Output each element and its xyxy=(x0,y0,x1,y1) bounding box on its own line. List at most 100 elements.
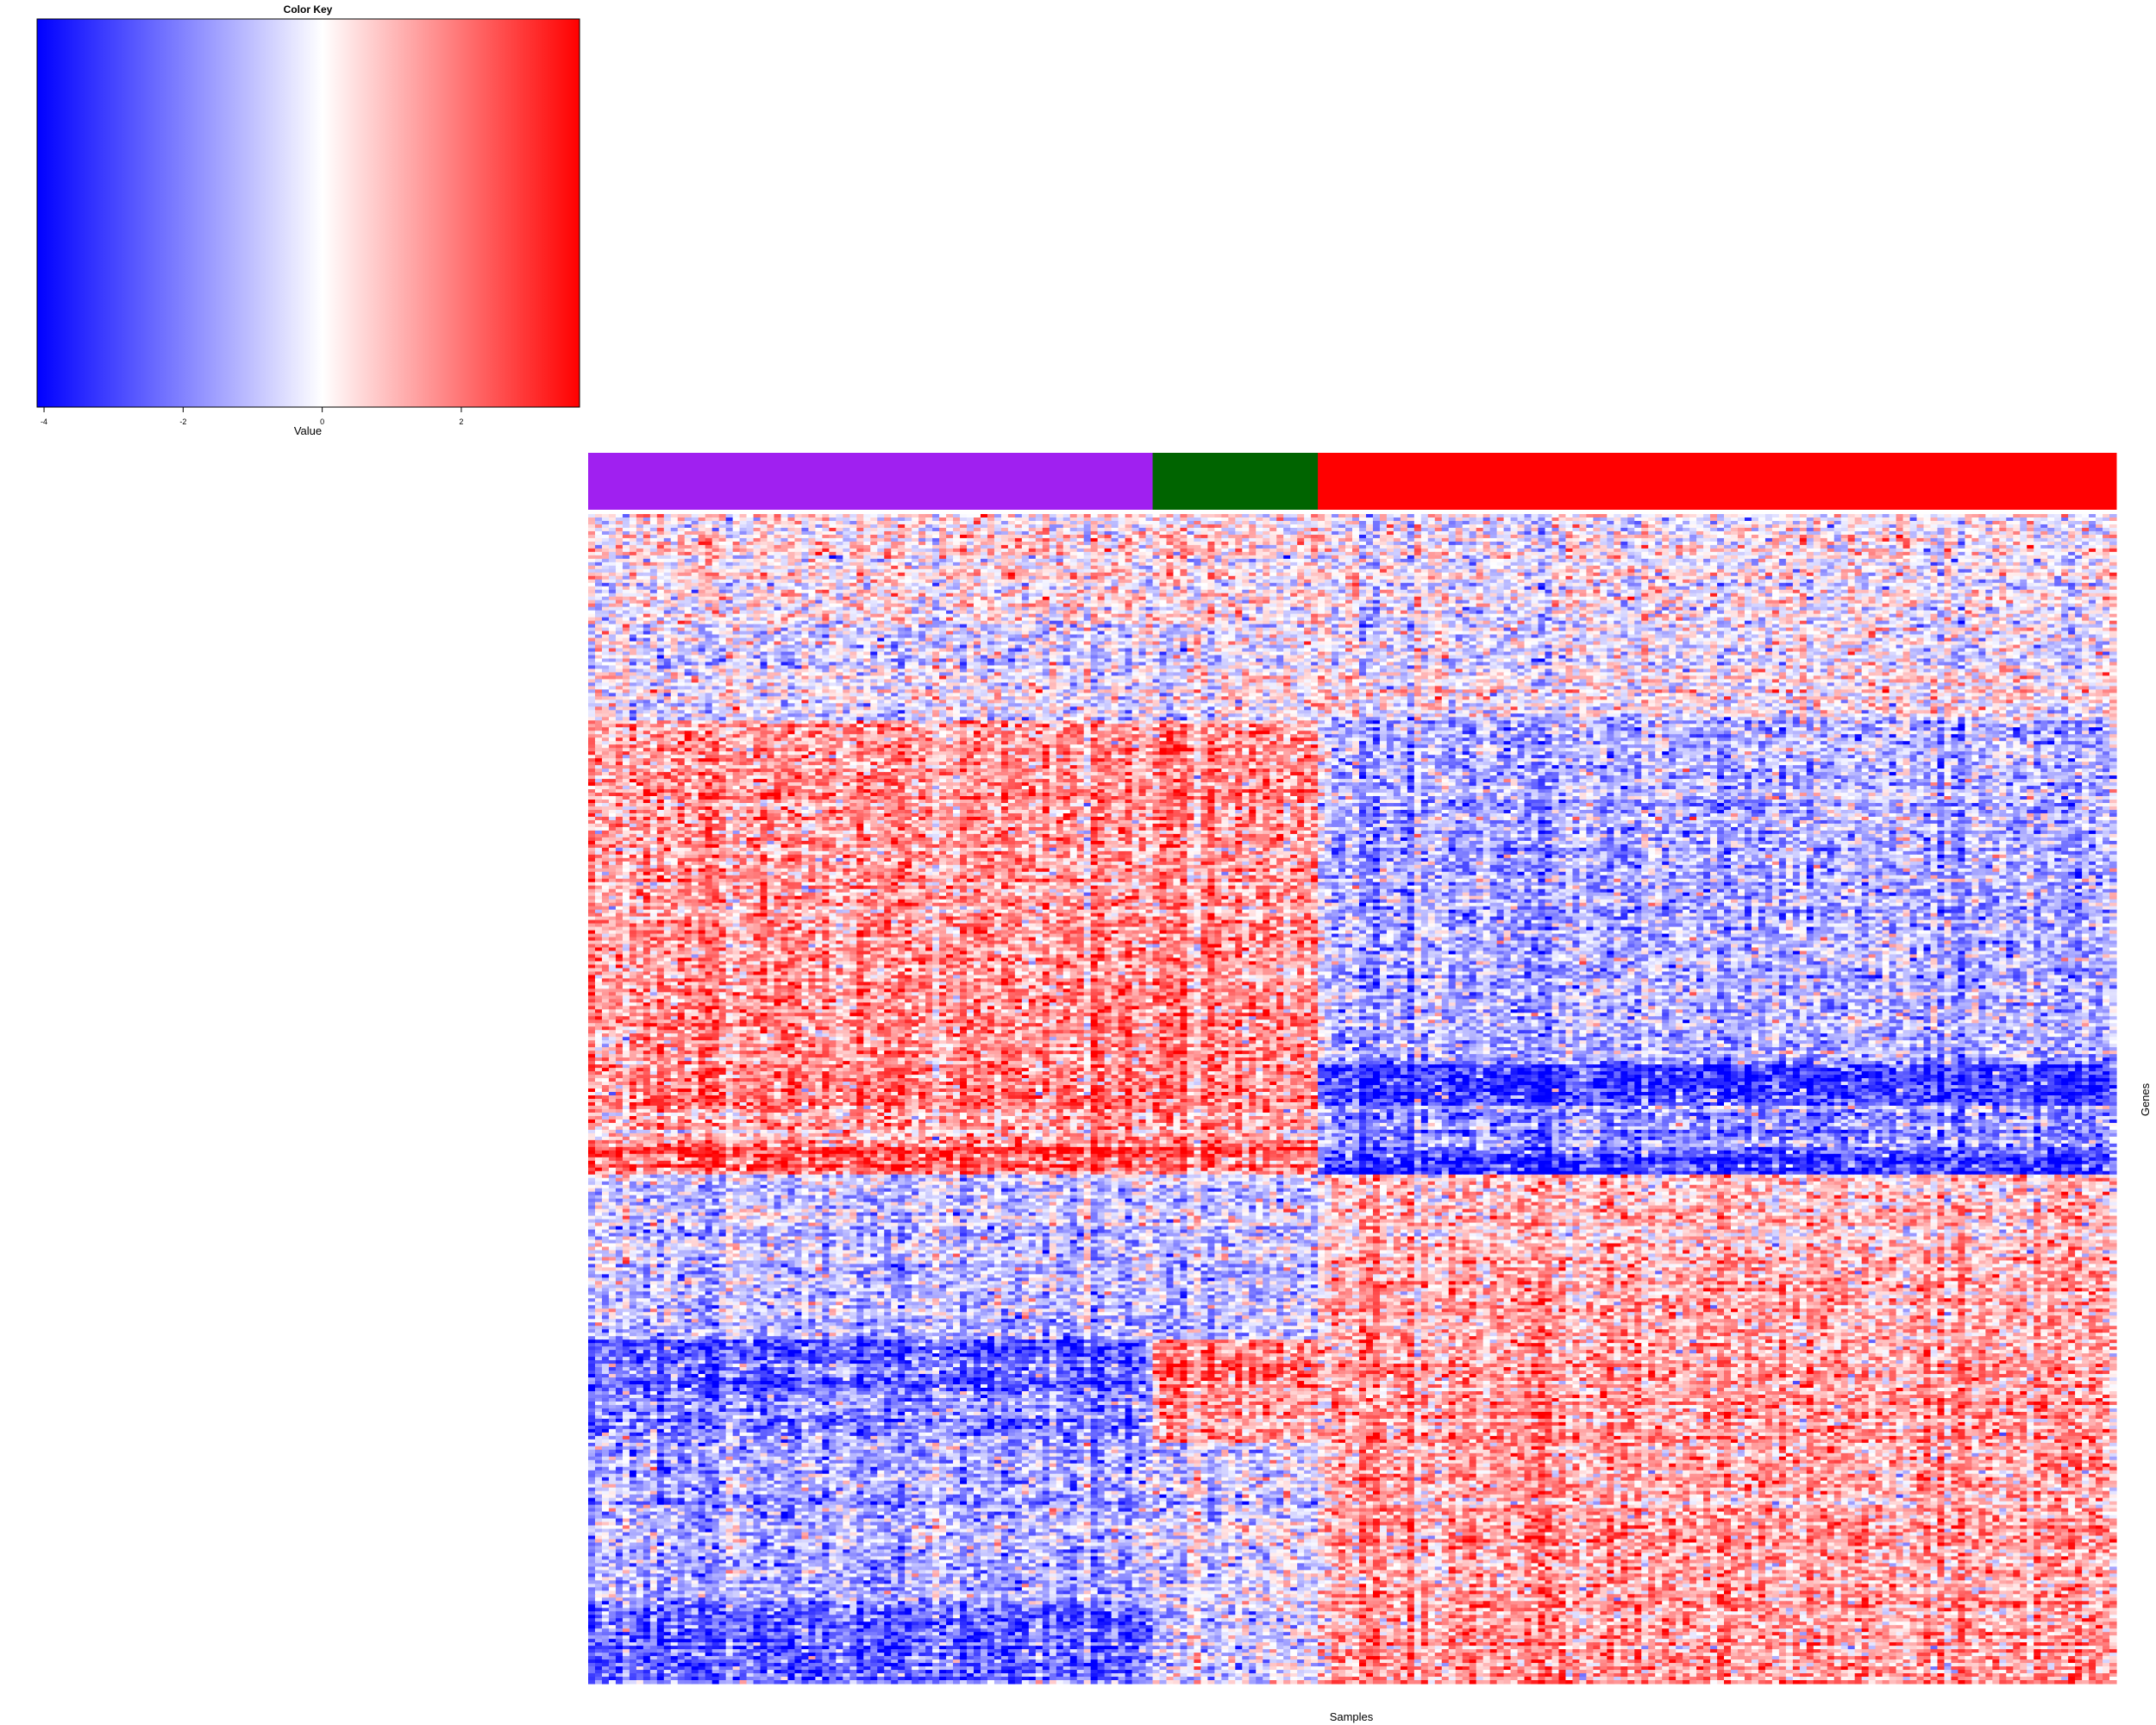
heatmap-cell xyxy=(843,518,850,522)
heatmap-cell xyxy=(1903,531,1911,536)
heatmap-cell xyxy=(678,514,686,518)
heatmap-cell xyxy=(1366,514,1374,518)
heatmap-cell xyxy=(918,531,926,536)
heatmap-cell xyxy=(2109,531,2117,536)
heatmap-cell xyxy=(1669,528,1677,532)
heatmap-cell xyxy=(1146,531,1154,536)
heatmap-cell xyxy=(877,531,885,536)
heatmap-cell xyxy=(1070,524,1078,529)
heatmap-cell xyxy=(932,514,940,518)
heatmap-cell xyxy=(1297,514,1305,518)
heatmap-cell xyxy=(1497,524,1505,529)
heatmap-cell xyxy=(1428,528,1436,532)
heatmap-cell xyxy=(1627,514,1635,518)
heatmap-cell xyxy=(1263,531,1270,536)
heatmap-cell xyxy=(2096,531,2103,536)
heatmap-cell xyxy=(1414,514,1422,518)
heatmap-cell xyxy=(740,528,748,532)
heatmap-cell xyxy=(754,514,761,518)
heatmap-cell xyxy=(1008,531,1016,536)
heatmap-cell xyxy=(939,524,947,529)
heatmap-cell xyxy=(1297,524,1305,529)
heatmap-cell xyxy=(1965,514,1972,518)
heatmap-cell xyxy=(967,528,975,532)
heatmap-cell xyxy=(774,514,782,518)
heatmap-cell xyxy=(1689,524,1697,529)
heatmap-cell xyxy=(1593,531,1601,536)
heatmap-cell xyxy=(1290,531,1298,536)
heatmap-cell xyxy=(1848,524,1856,529)
heatmap-cell xyxy=(1112,524,1119,529)
heatmap-cell xyxy=(1311,518,1319,522)
heatmap-cell xyxy=(1992,531,2000,536)
heatmap-cell xyxy=(898,528,906,532)
heatmap-cell xyxy=(1001,528,1009,532)
heatmap-cell xyxy=(1696,514,1704,518)
heatmap-cell xyxy=(932,518,940,522)
heatmap-cell xyxy=(768,518,775,522)
heatmap-cell xyxy=(1173,535,1181,539)
heatmap-cell xyxy=(630,531,637,536)
heatmap-cell xyxy=(692,531,699,536)
heatmap-cell xyxy=(1539,531,1546,536)
heatmap-cell xyxy=(623,524,630,529)
heatmap-cell xyxy=(616,521,624,525)
heatmap-cell xyxy=(1539,518,1546,522)
heatmap-cell xyxy=(2047,521,2055,525)
heatmap-cell xyxy=(946,514,954,518)
heatmap-cell xyxy=(726,514,734,518)
heatmap-cell xyxy=(1207,518,1215,522)
heatmap-cell xyxy=(1883,531,1890,536)
heatmap-cell xyxy=(588,524,596,529)
heatmap-cell xyxy=(1387,521,1395,525)
heatmap-cell xyxy=(1228,528,1236,532)
heatmap-cell xyxy=(1937,514,1945,518)
heatmap-cell xyxy=(678,528,686,532)
heatmap-cell xyxy=(1098,514,1106,518)
heatmap-cell xyxy=(794,531,802,536)
heatmap-cell xyxy=(794,514,802,518)
heatmap-cell xyxy=(1001,531,1009,536)
heatmap-cell xyxy=(1565,521,1573,525)
heatmap-cell xyxy=(602,531,610,536)
heatmap-cell xyxy=(726,521,734,525)
heatmap-cell xyxy=(1001,518,1009,522)
heatmap-cell xyxy=(1119,531,1126,536)
heatmap-cell xyxy=(1958,518,1965,522)
heatmap-cell xyxy=(1318,521,1326,525)
heatmap-cell xyxy=(1539,514,1546,518)
heatmap-cell xyxy=(1525,521,1532,525)
heatmap-cell xyxy=(1276,528,1284,532)
heatmap-cell xyxy=(1022,531,1030,536)
heatmap-cell xyxy=(1146,514,1154,518)
heatmap-cell xyxy=(884,531,892,536)
heatmap-cell xyxy=(1008,514,1016,518)
heatmap-cell xyxy=(1187,535,1194,539)
heatmap-cell xyxy=(712,518,720,522)
heatmap-cell xyxy=(829,524,837,529)
heatmap-cell xyxy=(650,524,658,529)
heatmap-cell xyxy=(588,535,596,539)
heatmap-cell xyxy=(588,521,596,525)
heatmap-cell xyxy=(1269,531,1277,536)
heatmap-cell xyxy=(1683,521,1690,525)
heatmap-cell xyxy=(1407,521,1415,525)
heatmap-cell xyxy=(1765,521,1773,525)
heatmap-cell xyxy=(974,514,981,518)
heatmap-cell xyxy=(1951,521,1959,525)
heatmap-cell xyxy=(1551,531,1559,536)
heatmap-cell xyxy=(1022,535,1030,539)
heatmap-cell xyxy=(1098,531,1106,536)
heatmap-cell xyxy=(1655,528,1663,532)
heatmap-cell xyxy=(1283,524,1291,529)
heatmap-cell xyxy=(1249,514,1257,518)
heatmap-cell xyxy=(974,535,981,539)
heatmap-cell xyxy=(1456,531,1463,536)
heatmap-cell xyxy=(1194,514,1201,518)
heatmap-cell xyxy=(918,521,926,525)
heatmap-cell xyxy=(1387,518,1395,522)
heatmap-cell xyxy=(1497,531,1505,536)
heatmap-cell xyxy=(1304,514,1312,518)
heatmap-cell xyxy=(1683,514,1690,518)
